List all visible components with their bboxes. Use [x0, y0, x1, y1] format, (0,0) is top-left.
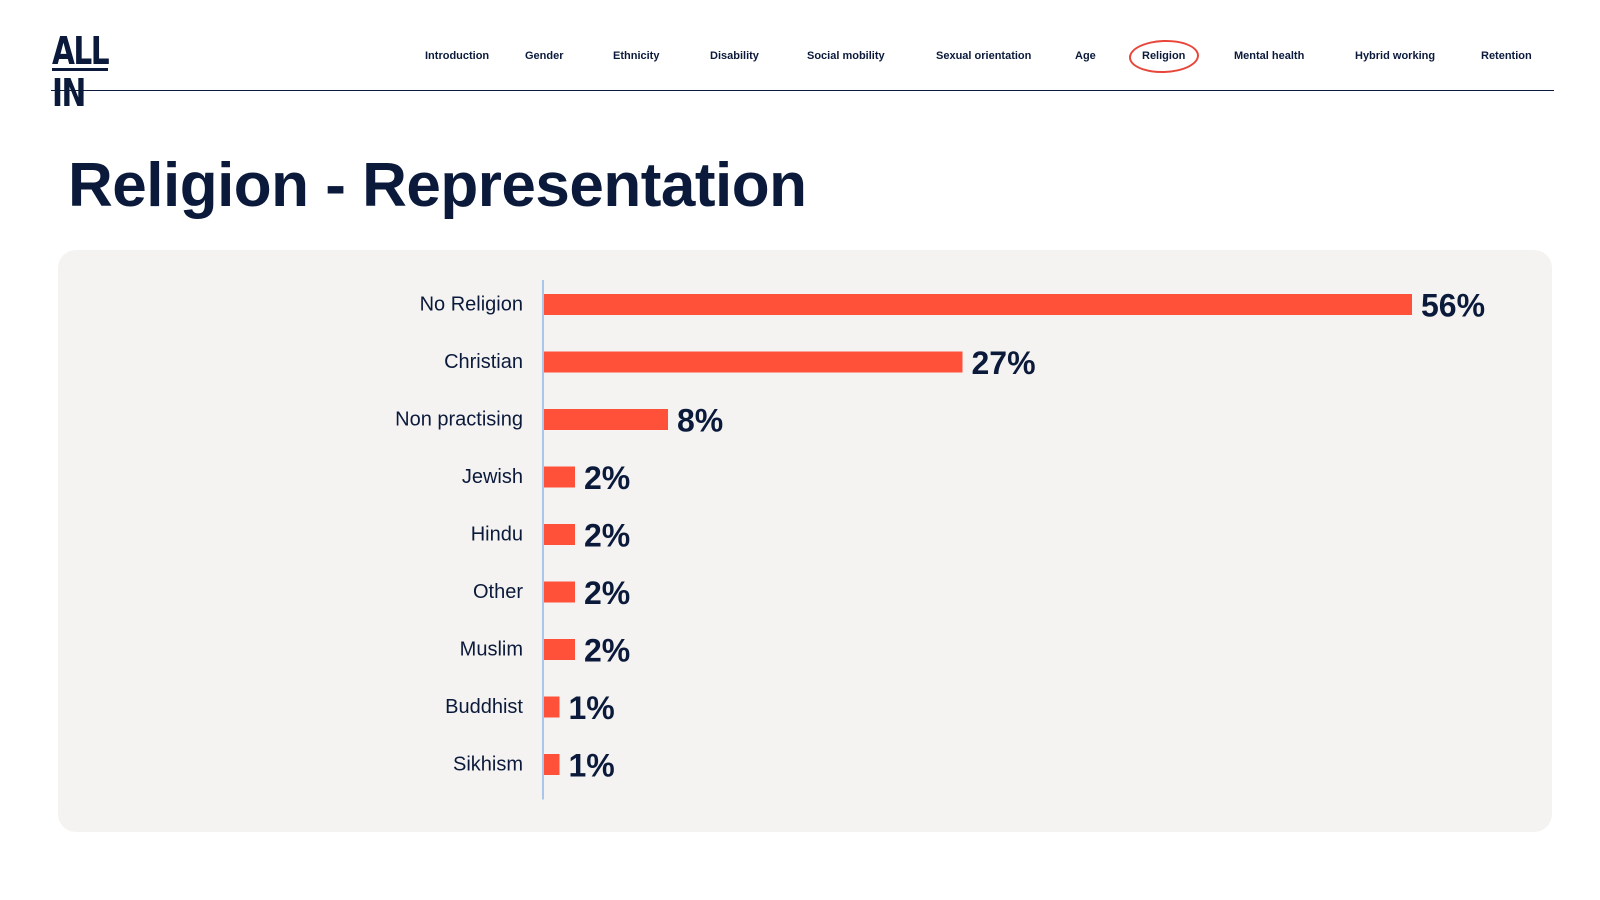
bar	[544, 524, 575, 545]
bar	[544, 639, 575, 660]
bar	[544, 581, 575, 603]
value-label: 2%	[584, 460, 630, 496]
bar	[544, 754, 560, 775]
header-divider	[51, 90, 1554, 91]
value-label: 8%	[677, 403, 723, 439]
category-label: Christian	[444, 351, 523, 373]
value-label: 2%	[584, 575, 630, 611]
category-label: Other	[473, 581, 523, 603]
category-label: Hindu	[471, 524, 523, 546]
category-label: Jewish	[462, 466, 523, 488]
nav-item-ethnicity[interactable]: Ethnicity	[613, 50, 660, 62]
nav-item-age[interactable]: Age	[1075, 50, 1096, 62]
logo-underline	[52, 68, 108, 71]
chart-panel: No Religion 56% Christian 27% Non practising…	[58, 250, 1552, 832]
category-label: Buddhist	[445, 696, 523, 718]
brand-logo[interactable]: ALL IN	[52, 30, 152, 114]
value-label: 27%	[972, 345, 1036, 381]
bar	[544, 409, 668, 430]
top-navigation: Introduction Gender Ethnicity Disability…	[0, 46, 1600, 66]
bar	[544, 696, 560, 718]
nav-item-retention[interactable]: Retention	[1481, 50, 1532, 62]
nav-item-disability[interactable]: Disability	[710, 50, 759, 62]
page-title: Religion - Representation	[68, 151, 807, 220]
value-label: 1%	[569, 748, 615, 784]
bar	[544, 466, 575, 488]
value-label: 56%	[1421, 288, 1485, 324]
value-label: 2%	[584, 633, 630, 669]
category-label: Sikhism	[453, 754, 523, 776]
value-label: 2%	[584, 518, 630, 554]
nav-item-mental-health[interactable]: Mental health	[1234, 50, 1305, 62]
logo-text: ALL IN	[52, 29, 110, 115]
category-label: Muslim	[460, 639, 523, 661]
bar-chart: No Religion 56% Christian 27% Non practising…	[395, 280, 1485, 800]
value-label: 1%	[569, 690, 615, 726]
nav-item-social-mobility[interactable]: Social mobility	[807, 50, 885, 62]
bar	[544, 351, 963, 373]
category-label: No Religion	[420, 294, 523, 316]
bar	[544, 294, 1412, 315]
nav-item-sexual-orientation[interactable]: Sexual orientation	[936, 50, 1032, 62]
nav-item-introduction[interactable]: Introduction	[425, 50, 490, 62]
nav-item-hybrid-working[interactable]: Hybrid working	[1355, 50, 1436, 62]
category-label: Non practising	[395, 409, 523, 431]
nav-item-religion[interactable]: Religion	[1142, 46, 1185, 66]
nav-item-gender[interactable]: Gender	[525, 50, 564, 62]
